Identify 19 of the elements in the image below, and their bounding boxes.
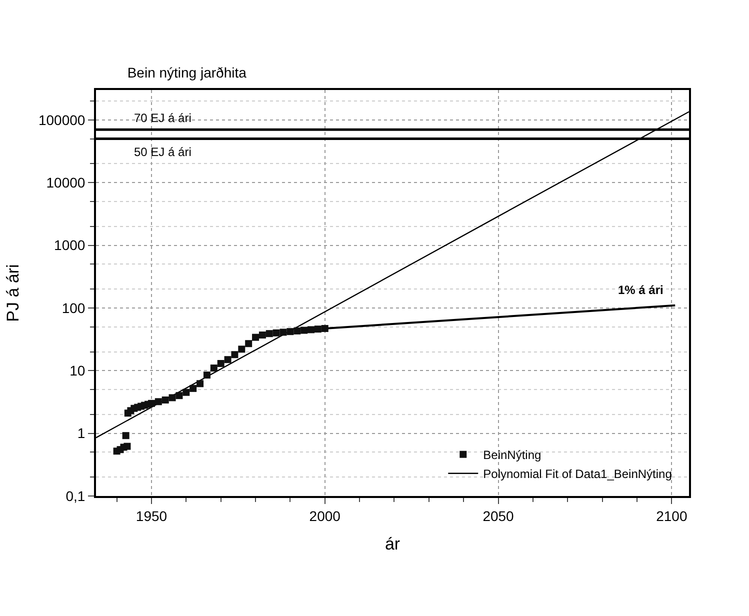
y-axis-title: PJ á ári	[4, 264, 23, 322]
y-tick-label: 1	[77, 425, 86, 442]
x-axis-title: ár	[384, 534, 400, 554]
x-tick-label: 2050	[482, 508, 514, 524]
ref-line-label: 50 EJ á ári	[134, 145, 192, 159]
x-tick-label: 2000	[309, 508, 341, 524]
legend-label: BeinNýting	[483, 448, 542, 462]
y-tick-label: 100	[62, 300, 86, 316]
x-tick-label: 1950	[136, 508, 168, 524]
y-tick-label: 10	[70, 362, 86, 379]
y-tick-label: 1000	[54, 237, 86, 254]
x-tick-label: 2100	[656, 508, 688, 524]
chart-title: Bein nýting jarðhita	[127, 64, 247, 81]
y-tick-label: 0,1	[66, 488, 86, 504]
y-tick-label: 100000	[38, 112, 86, 128]
y-tick-label: 10000	[46, 174, 86, 190]
ref-line-label: 70 EJ á ári	[134, 111, 192, 125]
annotation: 1% á ári	[618, 283, 664, 297]
legend-label: Polynomial Fit of Data1_BeinNýting	[483, 467, 672, 482]
